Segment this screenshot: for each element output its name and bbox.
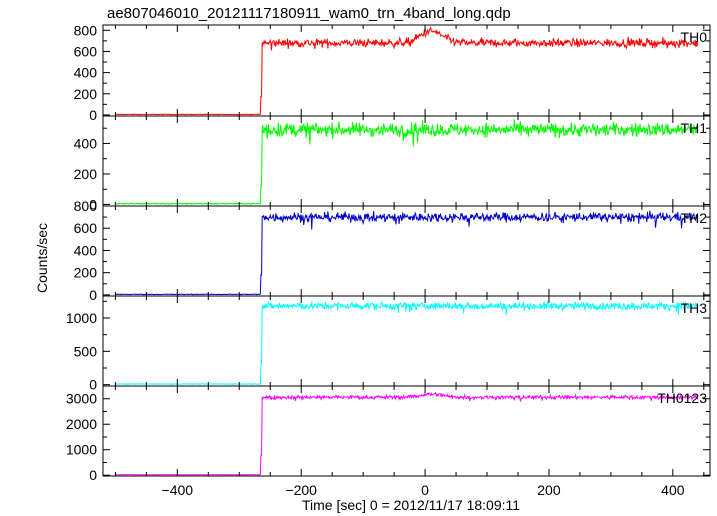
x-axis-label: Time [sec] 0 = 2012/11/17 18:09:11 <box>302 497 520 513</box>
panel-th2: 0 200 400 600 800 TH2 <box>74 198 711 303</box>
y-tick-label: 2000 <box>66 416 97 432</box>
panel-frame <box>102 385 711 477</box>
panel-th3: 0 500 1000 TH3 <box>66 295 711 393</box>
series-label-th0123: TH0123 <box>657 390 707 406</box>
panels-group: 0 200 400 600 800 TH0 0 200 400 TH1 0 200 400 600 800 T… <box>66 22 711 483</box>
y-tick-label: 3000 <box>66 391 97 407</box>
series-line-th0 <box>115 25 699 116</box>
x-tick-label: −400 <box>162 482 194 498</box>
panel-th0123: 0 1000 2000 3000 TH0123 <box>66 385 711 483</box>
series-label-th1: TH1 <box>681 120 708 136</box>
panel-th0: 0 200 400 600 800 TH0 <box>74 22 711 123</box>
y-tick-label: 400 <box>74 242 98 258</box>
series-label-th3: TH3 <box>681 300 708 316</box>
panel-frame <box>102 205 711 297</box>
x-tick-label: 0 <box>421 482 429 498</box>
y-tick-label: 200 <box>74 166 98 182</box>
x-tick-label: −200 <box>285 482 317 498</box>
y-tick-label: 0 <box>89 287 97 303</box>
y-tick-label: 500 <box>74 343 98 359</box>
y-tick-label: 0 <box>89 107 97 123</box>
y-tick-label: 800 <box>74 198 98 214</box>
y-tick-label: 1000 <box>66 442 97 458</box>
y-tick-label: 0 <box>89 467 97 483</box>
y-tick-label: 400 <box>74 135 98 151</box>
y-tick-label: 0 <box>89 196 97 212</box>
y-tick-label: 600 <box>74 43 98 59</box>
series-label-th2: TH2 <box>681 210 708 226</box>
series-line-th1 <box>115 119 699 206</box>
y-tick-label: 200 <box>74 265 98 281</box>
panel-th1: 0 200 400 TH1 <box>74 115 711 212</box>
y-axis-label: Counts/sec <box>34 223 50 293</box>
y-tick-label: 400 <box>74 65 98 81</box>
series-label-th0: TH0 <box>681 29 708 45</box>
x-tick-label: 200 <box>537 482 561 498</box>
y-tick-label: 200 <box>74 86 98 102</box>
y-tick-label: 0 <box>89 377 97 393</box>
series-line-th2 <box>115 210 698 296</box>
series-line-th3 <box>115 300 698 386</box>
y-tick-label: 600 <box>74 220 98 236</box>
chart-title: ae807046010_20121117180911_wam0_trn_4ban… <box>107 5 511 22</box>
y-tick-label: 1000 <box>66 310 97 326</box>
x-tick-label: 400 <box>661 482 685 498</box>
x-tick-labels: −400 −200 0 200 400 <box>162 482 685 498</box>
y-tick-label: 800 <box>74 22 98 38</box>
series-line-th0123 <box>115 391 699 476</box>
